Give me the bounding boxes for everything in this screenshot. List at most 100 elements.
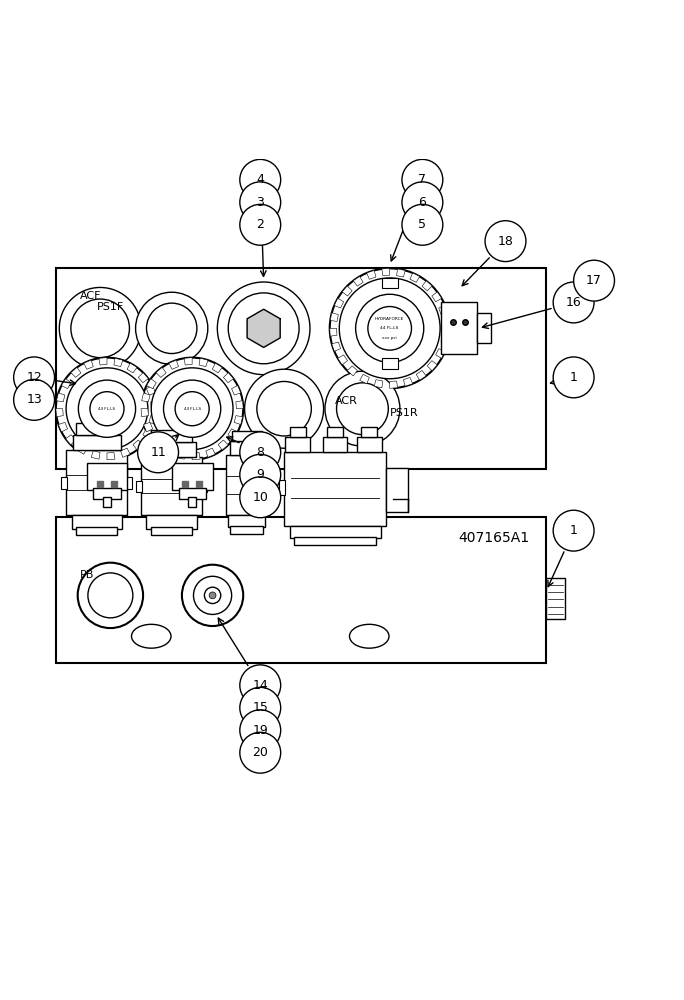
Text: 9: 9 — [256, 468, 264, 481]
Circle shape — [209, 592, 216, 599]
Text: 407165A1: 407165A1 — [458, 531, 529, 545]
Text: 18: 18 — [497, 235, 514, 248]
Bar — [201, 481, 207, 492]
Polygon shape — [149, 416, 157, 425]
Circle shape — [182, 565, 244, 626]
Bar — [284, 452, 386, 526]
Circle shape — [60, 287, 141, 369]
Polygon shape — [206, 448, 215, 457]
Circle shape — [240, 665, 280, 706]
Text: ACR: ACR — [335, 396, 358, 406]
Circle shape — [339, 278, 440, 379]
Circle shape — [151, 368, 233, 450]
Circle shape — [78, 563, 143, 628]
Bar — [172, 463, 213, 490]
Polygon shape — [91, 451, 100, 459]
Text: PS1F: PS1F — [96, 302, 124, 312]
Polygon shape — [382, 268, 390, 276]
Bar — [56, 268, 547, 469]
Circle shape — [141, 358, 244, 460]
Bar — [77, 423, 117, 435]
Polygon shape — [57, 393, 65, 402]
Bar — [73, 435, 120, 450]
Polygon shape — [443, 321, 449, 328]
Circle shape — [240, 204, 280, 245]
Circle shape — [71, 299, 129, 358]
Bar — [151, 430, 192, 442]
Bar — [56, 517, 547, 663]
Polygon shape — [169, 360, 179, 369]
Text: 15: 15 — [252, 701, 268, 714]
Polygon shape — [390, 381, 397, 388]
Bar — [386, 468, 408, 512]
Polygon shape — [66, 435, 76, 445]
Polygon shape — [146, 379, 157, 389]
Polygon shape — [156, 367, 166, 377]
Bar — [151, 527, 192, 535]
Polygon shape — [142, 393, 150, 402]
Text: 19: 19 — [252, 724, 268, 737]
Circle shape — [240, 182, 280, 223]
Bar — [441, 302, 477, 354]
Text: 1: 1 — [570, 371, 577, 384]
Polygon shape — [114, 358, 122, 367]
Polygon shape — [247, 309, 280, 347]
Polygon shape — [58, 422, 68, 432]
Polygon shape — [232, 386, 241, 395]
Circle shape — [325, 371, 400, 446]
Bar — [87, 463, 127, 490]
Circle shape — [56, 358, 158, 460]
Circle shape — [218, 282, 310, 375]
Polygon shape — [422, 281, 432, 291]
Text: 17: 17 — [586, 274, 602, 287]
Polygon shape — [417, 370, 426, 380]
Polygon shape — [410, 273, 420, 282]
Circle shape — [485, 221, 526, 262]
Bar — [232, 431, 261, 441]
Circle shape — [574, 260, 614, 301]
Text: 11: 11 — [150, 446, 166, 459]
Text: 8: 8 — [256, 446, 264, 459]
Polygon shape — [338, 355, 347, 365]
Circle shape — [79, 380, 135, 437]
Bar — [547, 578, 566, 619]
Bar — [126, 477, 132, 489]
Ellipse shape — [131, 624, 171, 648]
Circle shape — [240, 732, 280, 773]
Polygon shape — [146, 386, 155, 395]
Circle shape — [228, 293, 299, 364]
Bar — [93, 488, 120, 499]
Text: PB: PB — [80, 570, 94, 580]
Polygon shape — [353, 276, 363, 286]
Polygon shape — [342, 286, 352, 296]
Polygon shape — [143, 429, 153, 439]
Text: HYDRAFORCE: HYDRAFORCE — [375, 317, 404, 321]
Text: 44 FL-LS: 44 FL-LS — [380, 326, 399, 330]
Circle shape — [205, 587, 221, 604]
Polygon shape — [432, 292, 442, 302]
Bar — [230, 441, 263, 455]
Bar — [285, 437, 310, 452]
Text: 12: 12 — [26, 371, 42, 384]
Circle shape — [14, 379, 55, 420]
Polygon shape — [184, 358, 192, 365]
Polygon shape — [138, 373, 148, 383]
Polygon shape — [228, 429, 237, 439]
Circle shape — [240, 432, 280, 473]
Polygon shape — [162, 445, 172, 454]
Text: ACF: ACF — [80, 291, 101, 301]
Text: 6: 6 — [419, 196, 426, 209]
Polygon shape — [199, 358, 208, 367]
Circle shape — [356, 294, 424, 362]
Circle shape — [240, 687, 280, 728]
Polygon shape — [150, 435, 161, 445]
Circle shape — [553, 357, 594, 398]
Bar — [361, 427, 378, 437]
Circle shape — [402, 182, 443, 223]
Circle shape — [240, 477, 280, 518]
Bar — [289, 526, 381, 538]
Text: 13: 13 — [26, 393, 42, 406]
Polygon shape — [71, 367, 81, 377]
Polygon shape — [133, 440, 143, 450]
Polygon shape — [141, 409, 148, 417]
